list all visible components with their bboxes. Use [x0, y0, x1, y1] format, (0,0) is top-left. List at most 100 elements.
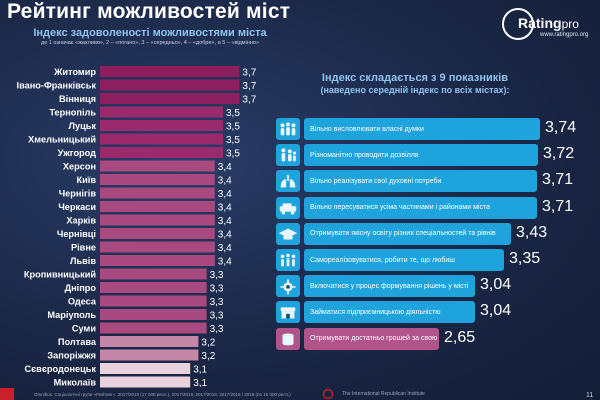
indicator-row: Отримувати якісну освіту різних спеціаль… — [276, 222, 559, 245]
left-chart-title: Індекс задоволеності можливостями міста — [33, 27, 267, 39]
city-bar — [100, 201, 215, 212]
page-title: Рейтинг можливостей міст — [7, 0, 291, 23]
city-label: Миколаїв — [54, 378, 97, 388]
city-label: Запоріжжя — [47, 351, 96, 361]
iri-logo-icon — [322, 388, 334, 400]
city-label: Луцьк — [69, 121, 97, 131]
city-bar — [100, 349, 199, 361]
city-bar — [100, 147, 223, 158]
city-bar — [100, 363, 191, 374]
city-value: 3,3 — [210, 284, 224, 295]
city-label: Чернігів — [59, 189, 97, 199]
transport-icon — [276, 196, 300, 219]
city-value: 3,4 — [218, 203, 232, 214]
city-value: 3,7 — [242, 81, 256, 92]
city-bar — [100, 106, 223, 118]
indicator-row: Включатися у процес формування рішень у … — [276, 275, 523, 298]
city-bar — [100, 241, 215, 253]
city-value: 3,5 — [226, 149, 240, 160]
city-value: 3,2 — [201, 351, 215, 362]
coins-icon — [276, 327, 300, 350]
city-bar — [100, 228, 215, 239]
city-value: 3,3 — [210, 311, 224, 322]
left-chart-header: Індекс задоволеності можливостями міста … — [0, 27, 300, 46]
city-index-bar-chart: Житомир 3,7 Івано-Франківськ 3,7 Вінниця 3,7 Т… — [17, 66, 257, 389]
indicator-row: Самореалізовуватися, робити те, що любиш… — [276, 249, 552, 271]
city-value: 3,4 — [218, 176, 232, 187]
logo-wordmark: Ratingpro — [518, 15, 579, 31]
right-chart-header: Індекс складається з 9 показників (навед… — [276, 72, 554, 95]
city-bar — [100, 79, 240, 91]
city-value: 3,2 — [201, 338, 215, 349]
indicator-value: 3,72 — [543, 145, 575, 163]
logo-ring-icon — [502, 8, 534, 40]
city-value: 3,3 — [210, 324, 224, 335]
indicator-value: 3,35 — [509, 250, 541, 267]
graduation-cap-icon — [276, 222, 300, 245]
city-label: Дніпро — [65, 283, 97, 293]
indicator-row: Вільно пересуватися усіма частинами і ра… — [276, 196, 585, 219]
city-label: Рівне — [71, 243, 96, 253]
indicator-value: 3,74 — [545, 119, 577, 136]
city-bar — [100, 120, 223, 131]
city-bar — [100, 214, 215, 226]
city-value: 3,4 — [218, 257, 232, 268]
city-label: Ужгород — [58, 148, 97, 158]
city-bar — [100, 282, 207, 293]
city-value: 3,5 — [226, 135, 240, 146]
indicator-row: Вільно висловлювати власні думки 3,74 — [276, 118, 588, 140]
city-label: Суми — [72, 324, 96, 334]
city-value: 3,7 — [242, 68, 256, 79]
city-label: Кропивницький — [24, 270, 96, 280]
city-label: Хмельницький — [28, 135, 96, 145]
city-value: 3,4 — [218, 230, 232, 241]
footer-institute: The International Republican Institute — [342, 391, 425, 397]
people-leisure-icon — [276, 144, 300, 167]
city-label: Чернівці — [57, 229, 96, 239]
indicator-value: 3,04 — [480, 276, 512, 294]
indicator-row: Вільно реалізувати свої духовні потреби 3… — [276, 170, 585, 193]
indicator-row: Займатися підприємницькою діяльністю 3,04 — [276, 301, 523, 324]
page-number: 11 — [586, 392, 594, 399]
indicator-bar: Різноманітно проводити дозвілля — [304, 144, 538, 167]
indicator-row: Отримувати достатньо грошей за свою робо… — [276, 327, 487, 350]
city-value: 3,1 — [193, 365, 207, 376]
indicator-value: 3,71 — [542, 197, 574, 215]
indicator-bar: Вільно реалізувати свої духовні потреби — [304, 170, 537, 193]
city-label: Маріуполь — [47, 310, 96, 320]
city-bar — [100, 322, 207, 334]
left-chart-subtitle: де 1 означає «жахливо», 2 – «погано», 3 … — [41, 40, 259, 46]
city-bar — [100, 376, 191, 388]
gears-icon — [276, 275, 300, 298]
city-bar — [100, 336, 199, 347]
indicator-bar: Самореалізовуватися, робити те, що любиш — [304, 249, 504, 271]
city-bar — [100, 66, 240, 77]
city-label: Одеса — [68, 297, 97, 307]
ratingpro-logo: Ratingpro www.ratingpro.org — [500, 6, 595, 46]
city-label: Тернопіль — [49, 108, 96, 118]
people-celebrating-icon — [276, 249, 300, 271]
indicator-bar: Включатися у процес формування рішень у … — [304, 275, 475, 298]
indicator-bar: Вільно висловлювати власні думки — [304, 118, 540, 140]
city-bar — [100, 295, 207, 307]
city-label: Харків — [66, 216, 96, 226]
indicator-row: Різноманітно проводити дозвілля 3,72 — [276, 144, 586, 167]
city-bar — [100, 268, 207, 280]
indicator-value: 2,65 — [444, 328, 476, 346]
city-label: Львів — [70, 256, 96, 266]
indicator-bar: Отримувати достатньо грошей за свою робо… — [304, 327, 439, 350]
city-value: 3,4 — [218, 189, 232, 200]
city-value: 3,5 — [226, 108, 240, 119]
right-chart-title: Індекс складається з 9 показників — [321, 72, 509, 84]
city-bar — [100, 93, 240, 104]
city-value: 3,7 — [242, 95, 256, 106]
indicator-value: 3,43 — [516, 223, 548, 241]
city-bar — [100, 309, 207, 320]
city-bar — [100, 133, 223, 145]
city-value: 3,3 — [210, 270, 224, 281]
city-label: Херсон — [63, 162, 96, 172]
city-label: Київ — [77, 175, 97, 185]
city-value: 3,1 — [193, 378, 207, 389]
indicator-bar: Займатися підприємницькою діяльністю — [304, 301, 475, 324]
city-bar — [100, 160, 215, 172]
